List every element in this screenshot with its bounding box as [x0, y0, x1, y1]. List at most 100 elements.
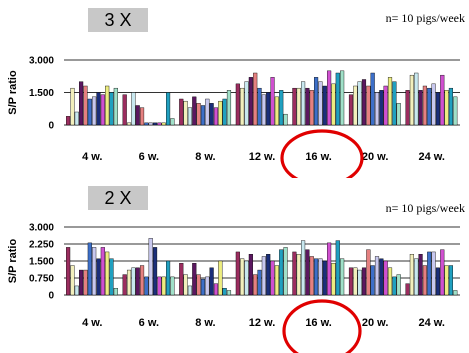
- x-category-label: 20 w.: [362, 317, 389, 329]
- bar: [396, 103, 401, 126]
- bar: [279, 90, 284, 126]
- bar: [322, 260, 327, 296]
- bar: [405, 90, 410, 126]
- bar: [253, 274, 258, 296]
- bar: [353, 85, 358, 126]
- x-category-label: 20 w.: [362, 151, 389, 163]
- bar: [435, 267, 440, 296]
- bar: [283, 247, 288, 296]
- bar: [222, 287, 227, 296]
- bar: [270, 260, 275, 296]
- bar: [79, 269, 84, 296]
- bar: [113, 287, 118, 296]
- bar: [161, 122, 166, 126]
- y-tick-label: 0.750: [29, 274, 54, 285]
- bar: [270, 77, 275, 126]
- bar: [422, 85, 427, 126]
- bar: [226, 90, 232, 126]
- bar: [161, 276, 166, 296]
- bar: [418, 90, 423, 126]
- bar: [370, 265, 375, 296]
- bar-chart: 3.000 1.500 0 S/P ratio 4 w. 6 w. 8 w. 12 w. 16 …: [7, 56, 460, 178]
- bar: [335, 240, 340, 296]
- x-category-label: 12 w.: [249, 151, 276, 163]
- bar: [361, 79, 367, 126]
- bar: [235, 83, 240, 126]
- bar: [139, 107, 145, 126]
- bar: [157, 122, 162, 126]
- bar: [170, 118, 175, 126]
- bar: [66, 247, 71, 296]
- bar: [248, 77, 253, 126]
- bar: [409, 253, 414, 296]
- bar: [448, 265, 454, 296]
- bar: [409, 74, 414, 126]
- bar: [405, 283, 410, 296]
- sample-size-note: n= 10 pigs/week: [385, 11, 465, 25]
- bar: [292, 87, 297, 126]
- bar: [205, 276, 210, 296]
- bar: [348, 94, 354, 126]
- label-box: 2 X: [88, 186, 148, 210]
- bar: [266, 92, 271, 126]
- bar: [453, 290, 458, 296]
- bar: [392, 276, 397, 296]
- x-category-label: 24 w.: [418, 151, 445, 163]
- bar: [213, 107, 219, 126]
- x-category-label: 16 w.: [305, 151, 332, 163]
- bar: [100, 247, 105, 296]
- bar: [87, 98, 92, 126]
- bar: [370, 72, 375, 126]
- bar: [131, 92, 136, 126]
- y-tick-label: 3.000: [29, 223, 54, 234]
- bar: [92, 96, 97, 126]
- bar: [387, 77, 393, 126]
- x-category-label: 8 w.: [195, 317, 215, 329]
- bar: [261, 256, 266, 296]
- bar: [314, 258, 319, 296]
- bar: [305, 87, 310, 126]
- bar: [218, 260, 223, 296]
- bar: [83, 269, 88, 296]
- bar: [240, 258, 245, 296]
- bar: [387, 267, 393, 296]
- bar: [396, 274, 401, 296]
- bar: [314, 77, 319, 126]
- bar: [348, 267, 354, 296]
- bar: [414, 258, 419, 296]
- bar: [235, 251, 240, 296]
- bar: [366, 85, 371, 126]
- x-category-label: 4 w.: [82, 317, 102, 329]
- highlight-circle: [280, 129, 364, 178]
- bar: [109, 258, 114, 296]
- bar: [126, 122, 132, 126]
- bar: [105, 251, 110, 296]
- bar: [374, 256, 380, 296]
- bar: [379, 90, 384, 126]
- chart-panel-3x: 3 X n= 10 pigs/week 3.000 1.500 0 S/P ratio…: [7, 8, 465, 178]
- bar: [274, 265, 279, 296]
- bar: [431, 251, 436, 296]
- bar: [109, 92, 114, 126]
- bar: [83, 85, 88, 126]
- x-category-label: 6 w.: [139, 151, 159, 163]
- bar: [135, 267, 140, 296]
- bar: [148, 122, 153, 126]
- bar: [448, 87, 454, 126]
- bar: [79, 81, 84, 126]
- bar: [240, 87, 245, 126]
- bar: [340, 70, 345, 126]
- bar: [96, 92, 101, 126]
- bar: [340, 258, 345, 296]
- bar: [305, 249, 310, 296]
- bar: [74, 111, 79, 126]
- bar-chart: 3.000 2.250 1.500 0.750 0 S/P ratio 4 w. 6 w. 8 …: [7, 223, 460, 353]
- bar: [327, 70, 332, 126]
- bar: [453, 96, 458, 126]
- bar: [209, 103, 214, 126]
- bar: [418, 253, 423, 296]
- bar: [113, 87, 118, 126]
- bar: [166, 260, 171, 296]
- bar: [135, 105, 140, 126]
- bar: [179, 263, 184, 296]
